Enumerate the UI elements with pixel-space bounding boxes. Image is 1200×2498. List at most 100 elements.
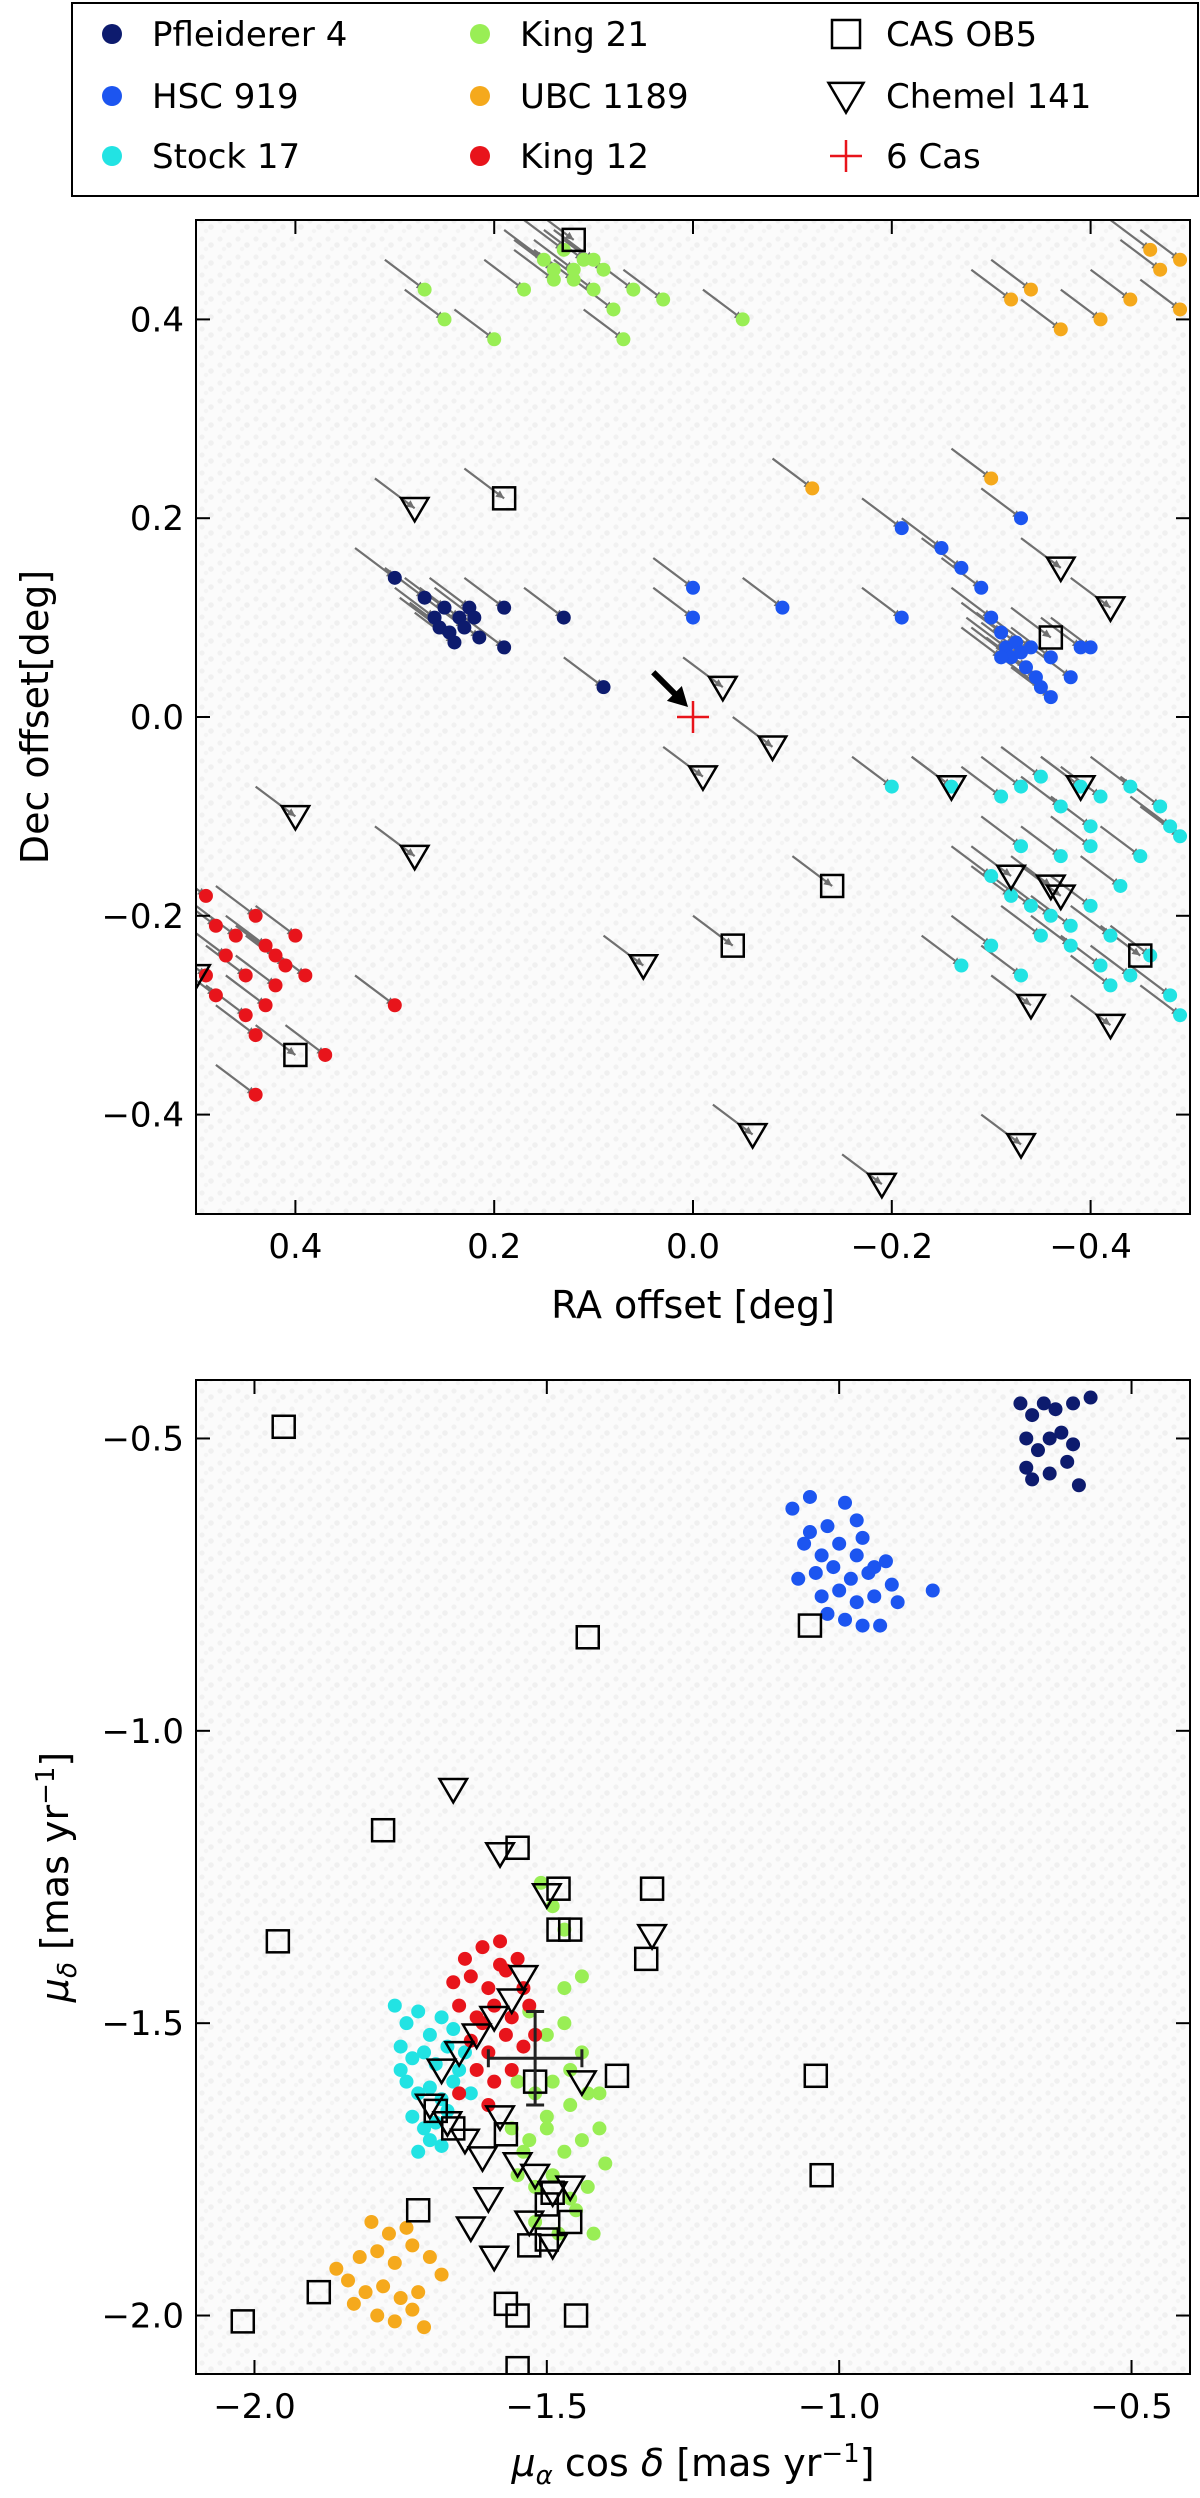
point-king-12-2 [218, 948, 233, 963]
point-hsc-919-4 [849, 1513, 864, 1528]
point-cas-ob5-3 [370, 1817, 396, 1843]
pm-arrow [1000, 745, 1042, 778]
point-hsc-919-21 [1073, 640, 1088, 655]
point-cas-ob5-3 [819, 873, 845, 899]
point-chemel-141-16 [519, 2163, 552, 2191]
x-tick-label-3: −0.2 [851, 1227, 934, 1267]
point-king-21-22 [580, 2179, 595, 2194]
point-pfleiderer-4-13 [1060, 1454, 1075, 1469]
point-stock-17-34 [1083, 819, 1098, 834]
pm-arrow [841, 1153, 883, 1186]
point-ubc-1189-3 [352, 2250, 367, 2265]
point-king-21-2 [487, 332, 502, 347]
point-chemel-141-0 [437, 1777, 470, 1805]
pm-arrow [652, 586, 694, 619]
point-hsc-919-18 [849, 1595, 864, 1610]
point-king-21-1 [437, 312, 452, 327]
pm-arrow [950, 845, 992, 877]
point-king-21-28 [516, 2144, 531, 2159]
legend-marker-1 [102, 86, 122, 106]
point-ubc-1189-6 [405, 2238, 420, 2253]
point-stock-17-1 [399, 2016, 414, 2031]
pm-arrow-head [634, 957, 644, 966]
point-hsc-919-3 [894, 521, 909, 536]
pm-arrow-head [1131, 947, 1141, 956]
pm-arrow [1000, 904, 1042, 937]
point-chemel-141-18 [554, 2175, 587, 2203]
pm-arrow [374, 825, 416, 858]
point-stock-17-22 [422, 2133, 437, 2148]
point-king-12-5 [248, 908, 263, 923]
point-ubc-1189-3 [1023, 282, 1038, 297]
point-king-21-7 [566, 272, 581, 287]
pm-arrow [702, 288, 744, 321]
point-stock-17-14 [1083, 839, 1098, 854]
pm-arrow [1089, 944, 1132, 977]
point-king-12-25 [475, 2016, 490, 2031]
panel2-axes: −2.0 −1.5 −1.0 −0.5 −0.5 −1.0 −1.5 −2.0 μα cos δ… [31, 1380, 1190, 2491]
point-cas-ob5-6 [546, 1876, 571, 1901]
point-pfleiderer-4-9 [1054, 1425, 1069, 1440]
pm-arrow [1099, 825, 1141, 858]
point-ubc-1189-0 [364, 2214, 379, 2229]
point-king-12-4 [446, 1975, 461, 1990]
legend-label-3: King 21 [520, 15, 649, 55]
point-6-cas-0 [677, 701, 709, 733]
pm-arrow [225, 914, 267, 947]
point-stock-17-21 [411, 2144, 426, 2159]
pm-arrow [196, 909, 217, 927]
point-hsc-919-19 [1014, 511, 1029, 526]
legend-marker-3 [470, 24, 490, 44]
point-king-12-0 [457, 1951, 472, 1966]
point-chemel-141-0 [398, 496, 431, 524]
point-king-21-4 [539, 2027, 554, 2042]
point-stock-17-26 [434, 2138, 449, 2153]
point-stock-17-22 [1103, 928, 1118, 943]
pm-arrow-head [405, 848, 415, 857]
point-stock-17-6 [1073, 779, 1088, 794]
point-hsc-919-11 [808, 1565, 823, 1580]
pm-arrow [742, 576, 784, 609]
pm-arrow [1060, 288, 1102, 321]
point-hsc-919-24 [1043, 650, 1058, 665]
pm-arrow [970, 845, 1012, 877]
point-cas-ob5-20 [557, 2209, 583, 2235]
point-king-12-0 [198, 888, 213, 903]
pm-arrow [1020, 298, 1062, 331]
pm-arrow [861, 586, 903, 619]
point-hsc-919-5 [797, 1536, 812, 1551]
point-stock-17-25 [1093, 958, 1108, 973]
point-pfleiderer-4-0 [1013, 1396, 1028, 1411]
point-king-12-17 [516, 2039, 531, 2054]
pm-arrow [662, 745, 704, 778]
pm-arrow [950, 914, 992, 947]
point-pfleiderer-4-12 [497, 640, 512, 655]
point-king-21-14 [539, 2121, 554, 2136]
point-ubc-1189-5 [1093, 312, 1108, 327]
point-cas-ob5-15 [405, 2198, 431, 2223]
point-king-21-17 [592, 2121, 607, 2136]
x-axis-title: RA offset [deg] [551, 1283, 835, 1327]
point-chemel-141-8 [935, 775, 968, 803]
point-chemel-141-20 [472, 2187, 505, 2215]
pm-arrow [1030, 914, 1072, 947]
pm-arrow [1139, 278, 1181, 311]
pm-arrow [965, 616, 1007, 649]
point-cas-ob5-28 [809, 2162, 834, 2188]
point-king-12-8 [278, 958, 293, 973]
panel2-plot-area [230, 1390, 1098, 2374]
point-hsc-919-22 [1083, 640, 1098, 655]
point-stock-17-16 [984, 869, 999, 884]
x-tick-label-0: −2.0 [213, 2387, 296, 2427]
pm-arrow-head [286, 808, 296, 817]
pm-arrow-head [1042, 629, 1051, 638]
point-chemel-141-23 [478, 2245, 511, 2273]
point-stock-17-0 [884, 779, 899, 794]
pm-arrow [523, 586, 565, 619]
point-cas-ob5-27 [803, 2063, 829, 2089]
point-chemel-141-19 [565, 2070, 598, 2098]
pm-arrow [254, 904, 297, 937]
point-hsc-919-8 [984, 610, 999, 625]
pm-arrow [980, 487, 1022, 520]
legend-label-1: HSC 919 [152, 77, 299, 117]
